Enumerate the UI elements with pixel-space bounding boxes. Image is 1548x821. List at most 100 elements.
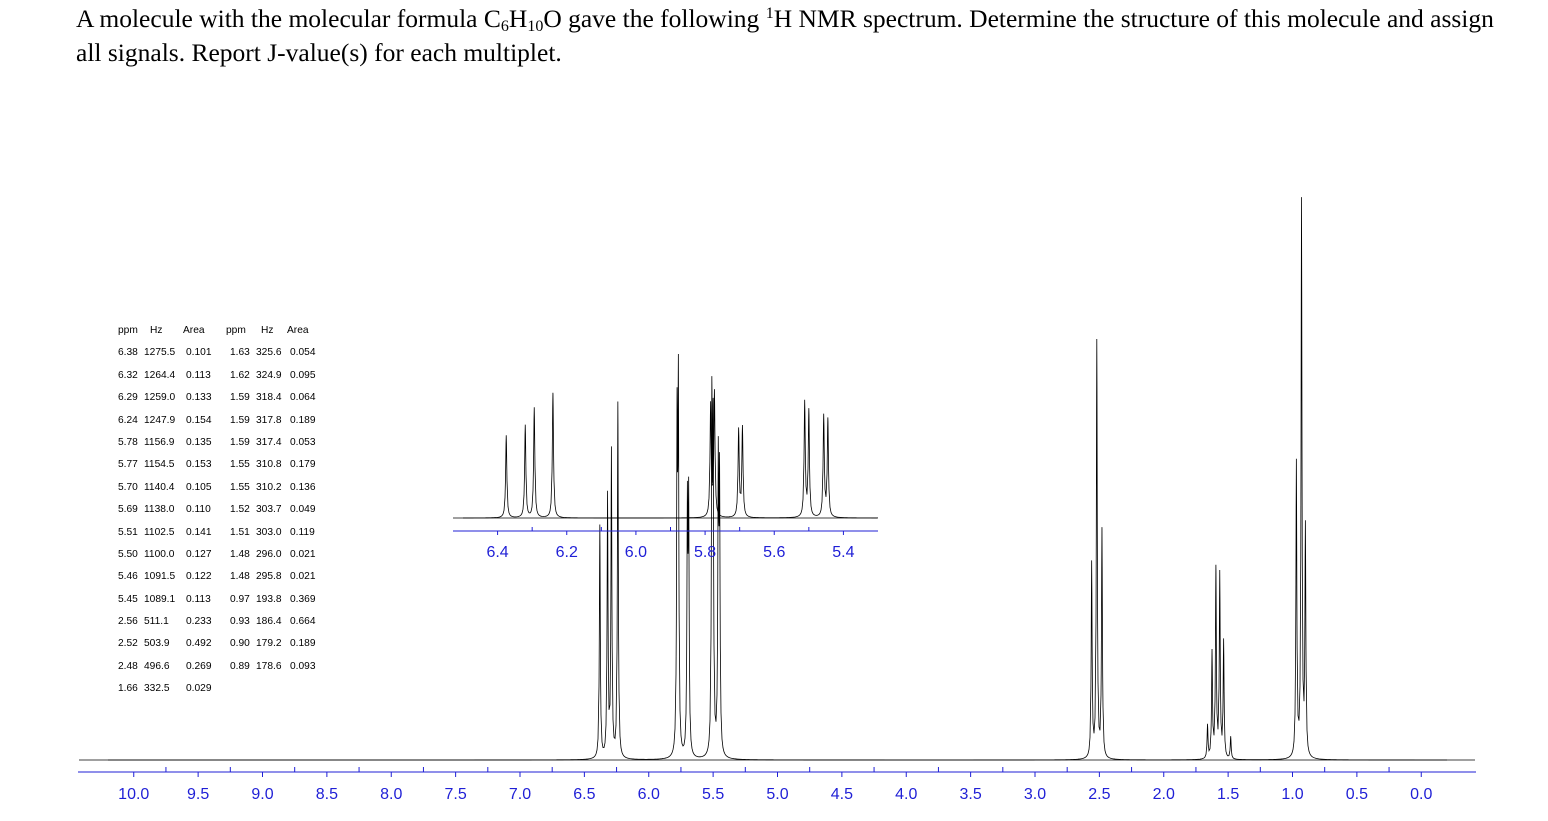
table-row: 5.50 1100.0 0.127 1.48 296.0 0.021 — [118, 545, 316, 567]
cell-area: 0.269 — [186, 660, 212, 672]
main-tick-label: 8.0 — [380, 786, 402, 803]
table-row: 6.24 1247.9 0.154 1.59 317.8 0.189 — [118, 411, 316, 433]
cell-area-2: 0.021 — [290, 548, 316, 560]
cell-ppm-2: 1.63 — [230, 347, 250, 359]
cell-ppm: 2.52 — [118, 638, 138, 650]
table-row: 5.45 1089.1 0.113 0.97 193.8 0.369 — [118, 590, 316, 612]
table-row: 5.51 1102.5 0.141 1.51 303.0 0.119 — [118, 523, 316, 545]
inset-tick-label: 6.4 — [486, 544, 508, 561]
cell-area-2: 0.179 — [290, 459, 316, 471]
cell-hz: 1275.5 — [144, 347, 176, 359]
cell-ppm: 1.66 — [118, 683, 138, 695]
main-tick-label: 2.0 — [1153, 786, 1175, 803]
cell-area: 0.135 — [186, 436, 212, 448]
question-sub-carbon: 6 — [500, 18, 509, 35]
cell-hz: 1100.0 — [144, 548, 175, 560]
cell-ppm-2: 1.59 — [230, 392, 250, 404]
cell-hz: 1156.9 — [144, 436, 175, 448]
cell-area: 0.113 — [186, 369, 211, 381]
cell-ppm: 5.70 — [118, 481, 138, 493]
table-row: 2.52 503.9 0.492 0.90 179.2 0.189 — [118, 634, 316, 656]
cell-hz: 1264.4 — [144, 369, 176, 381]
cell-hz: 332.5 — [144, 683, 170, 695]
cell-hz: 1138.0 — [144, 504, 175, 516]
main-tick-label: 10.0 — [118, 786, 149, 803]
main-tick-label: 1.0 — [1281, 786, 1303, 803]
cell-ppm-2: 1.52 — [230, 504, 250, 516]
cell-ppm: 6.32 — [118, 369, 138, 381]
cell-hz: 1154.5 — [144, 459, 175, 471]
cell-hz: 511.1 — [144, 616, 169, 628]
cell-ppm-2: 0.97 — [230, 593, 250, 605]
cell-ppm-2: 1.62 — [230, 369, 250, 381]
cell-area: 0.154 — [186, 414, 212, 426]
cell-area-2: 0.136 — [290, 481, 316, 493]
cell-hz: 503.9 — [144, 638, 170, 650]
cell-area-2: 0.054 — [290, 347, 316, 359]
table-row: 5.70 1140.4 0.105 1.55 310.2 0.136 — [118, 478, 316, 500]
cell-hz-2: 295.8 — [256, 571, 282, 583]
cell-ppm-2: 1.55 — [230, 481, 250, 493]
inset-tick-label: 5.8 — [694, 544, 716, 561]
question-part1: A molecule with the molecular formula C — [76, 4, 501, 33]
cell-area: 0.127 — [186, 548, 212, 560]
table-row: 5.69 1138.0 0.110 1.52 303.7 0.049 — [118, 500, 316, 522]
main-tick-label: 9.0 — [251, 786, 273, 803]
main-tick-label: 1.5 — [1217, 786, 1239, 803]
cell-hz-2: 310.8 — [256, 459, 282, 471]
header-ppm-2: ppm — [226, 325, 246, 336]
cell-hz: 496.6 — [144, 660, 170, 672]
question-part2: H — [508, 4, 528, 33]
cell-area: 0.153 — [186, 459, 212, 471]
header-hz: Hz — [150, 325, 163, 336]
cell-ppm-2: 0.93 — [230, 616, 250, 628]
cell-ppm: 5.46 — [118, 571, 138, 583]
question-text: A molecule with the molecular formula C6… — [76, 2, 1516, 70]
cell-area: 0.105 — [186, 481, 212, 493]
cell-hz-2: 318.4 — [256, 392, 282, 404]
cell-hz: 1091.5 — [144, 571, 176, 583]
question-sub-hydrogen: 10 — [527, 18, 544, 35]
table-row: 2.56 511.1 0.233 0.93 186.4 0.664 — [118, 612, 316, 634]
cell-hz-2: 296.0 — [256, 548, 282, 560]
peak-table-body: 6.38 1275.5 0.101 1.63 325.6 0.054 6.32 1264.4 0… — [118, 343, 316, 701]
inset-tick-label: 6.2 — [556, 544, 578, 561]
main-tick-label: 6.5 — [573, 786, 595, 803]
cell-ppm-2: 1.59 — [230, 414, 250, 426]
cell-hz-2: 317.8 — [256, 414, 282, 426]
table-row: 6.32 1264.4 0.113 1.62 324.9 0.095 — [118, 366, 316, 388]
question-part3: O gave the following — [543, 4, 766, 33]
cell-ppm: 5.45 — [118, 593, 138, 605]
cell-ppm: 5.77 — [118, 459, 138, 471]
cell-ppm-2: 0.90 — [230, 638, 250, 650]
cell-area-2: 0.095 — [290, 369, 316, 381]
cell-area: 0.141 — [186, 526, 212, 538]
inset-tick-label: 5.6 — [763, 544, 785, 561]
cell-ppm: 6.29 — [118, 392, 138, 404]
table-row: 1.66 332.5 0.029 — [118, 679, 316, 701]
cell-area-2: 0.021 — [290, 571, 316, 583]
main-tick-label: 4.0 — [895, 786, 917, 803]
cell-area: 0.029 — [186, 683, 212, 695]
header-area-2: Area — [287, 325, 309, 336]
cell-hz-2: 193.8 — [256, 593, 282, 605]
cell-area: 0.113 — [186, 593, 211, 605]
table-row: 2.48 496.6 0.269 0.89 178.6 0.093 — [118, 657, 316, 679]
main-tick-label: 3.5 — [960, 786, 982, 803]
cell-ppm: 5.50 — [118, 548, 138, 560]
cell-area-2: 0.064 — [290, 392, 316, 404]
cell-area: 0.101 — [186, 347, 212, 359]
cell-hz: 1259.0 — [144, 392, 176, 404]
table-row: 6.38 1275.5 0.101 1.63 325.6 0.054 — [118, 343, 316, 365]
table-row: 5.46 1091.5 0.122 1.48 295.8 0.021 — [118, 567, 316, 589]
inset-tick-label: 6.0 — [625, 544, 647, 561]
cell-area-2: 0.119 — [290, 526, 315, 538]
cell-ppm: 6.24 — [118, 414, 138, 426]
main-tick-label: 7.0 — [509, 786, 531, 803]
main-tick-label: 0.5 — [1346, 786, 1368, 803]
cell-ppm: 5.78 — [118, 436, 138, 448]
cell-area: 0.133 — [186, 392, 212, 404]
cell-hz-2: 303.7 — [256, 504, 282, 516]
question-sup-isotope: 1 — [765, 5, 774, 22]
